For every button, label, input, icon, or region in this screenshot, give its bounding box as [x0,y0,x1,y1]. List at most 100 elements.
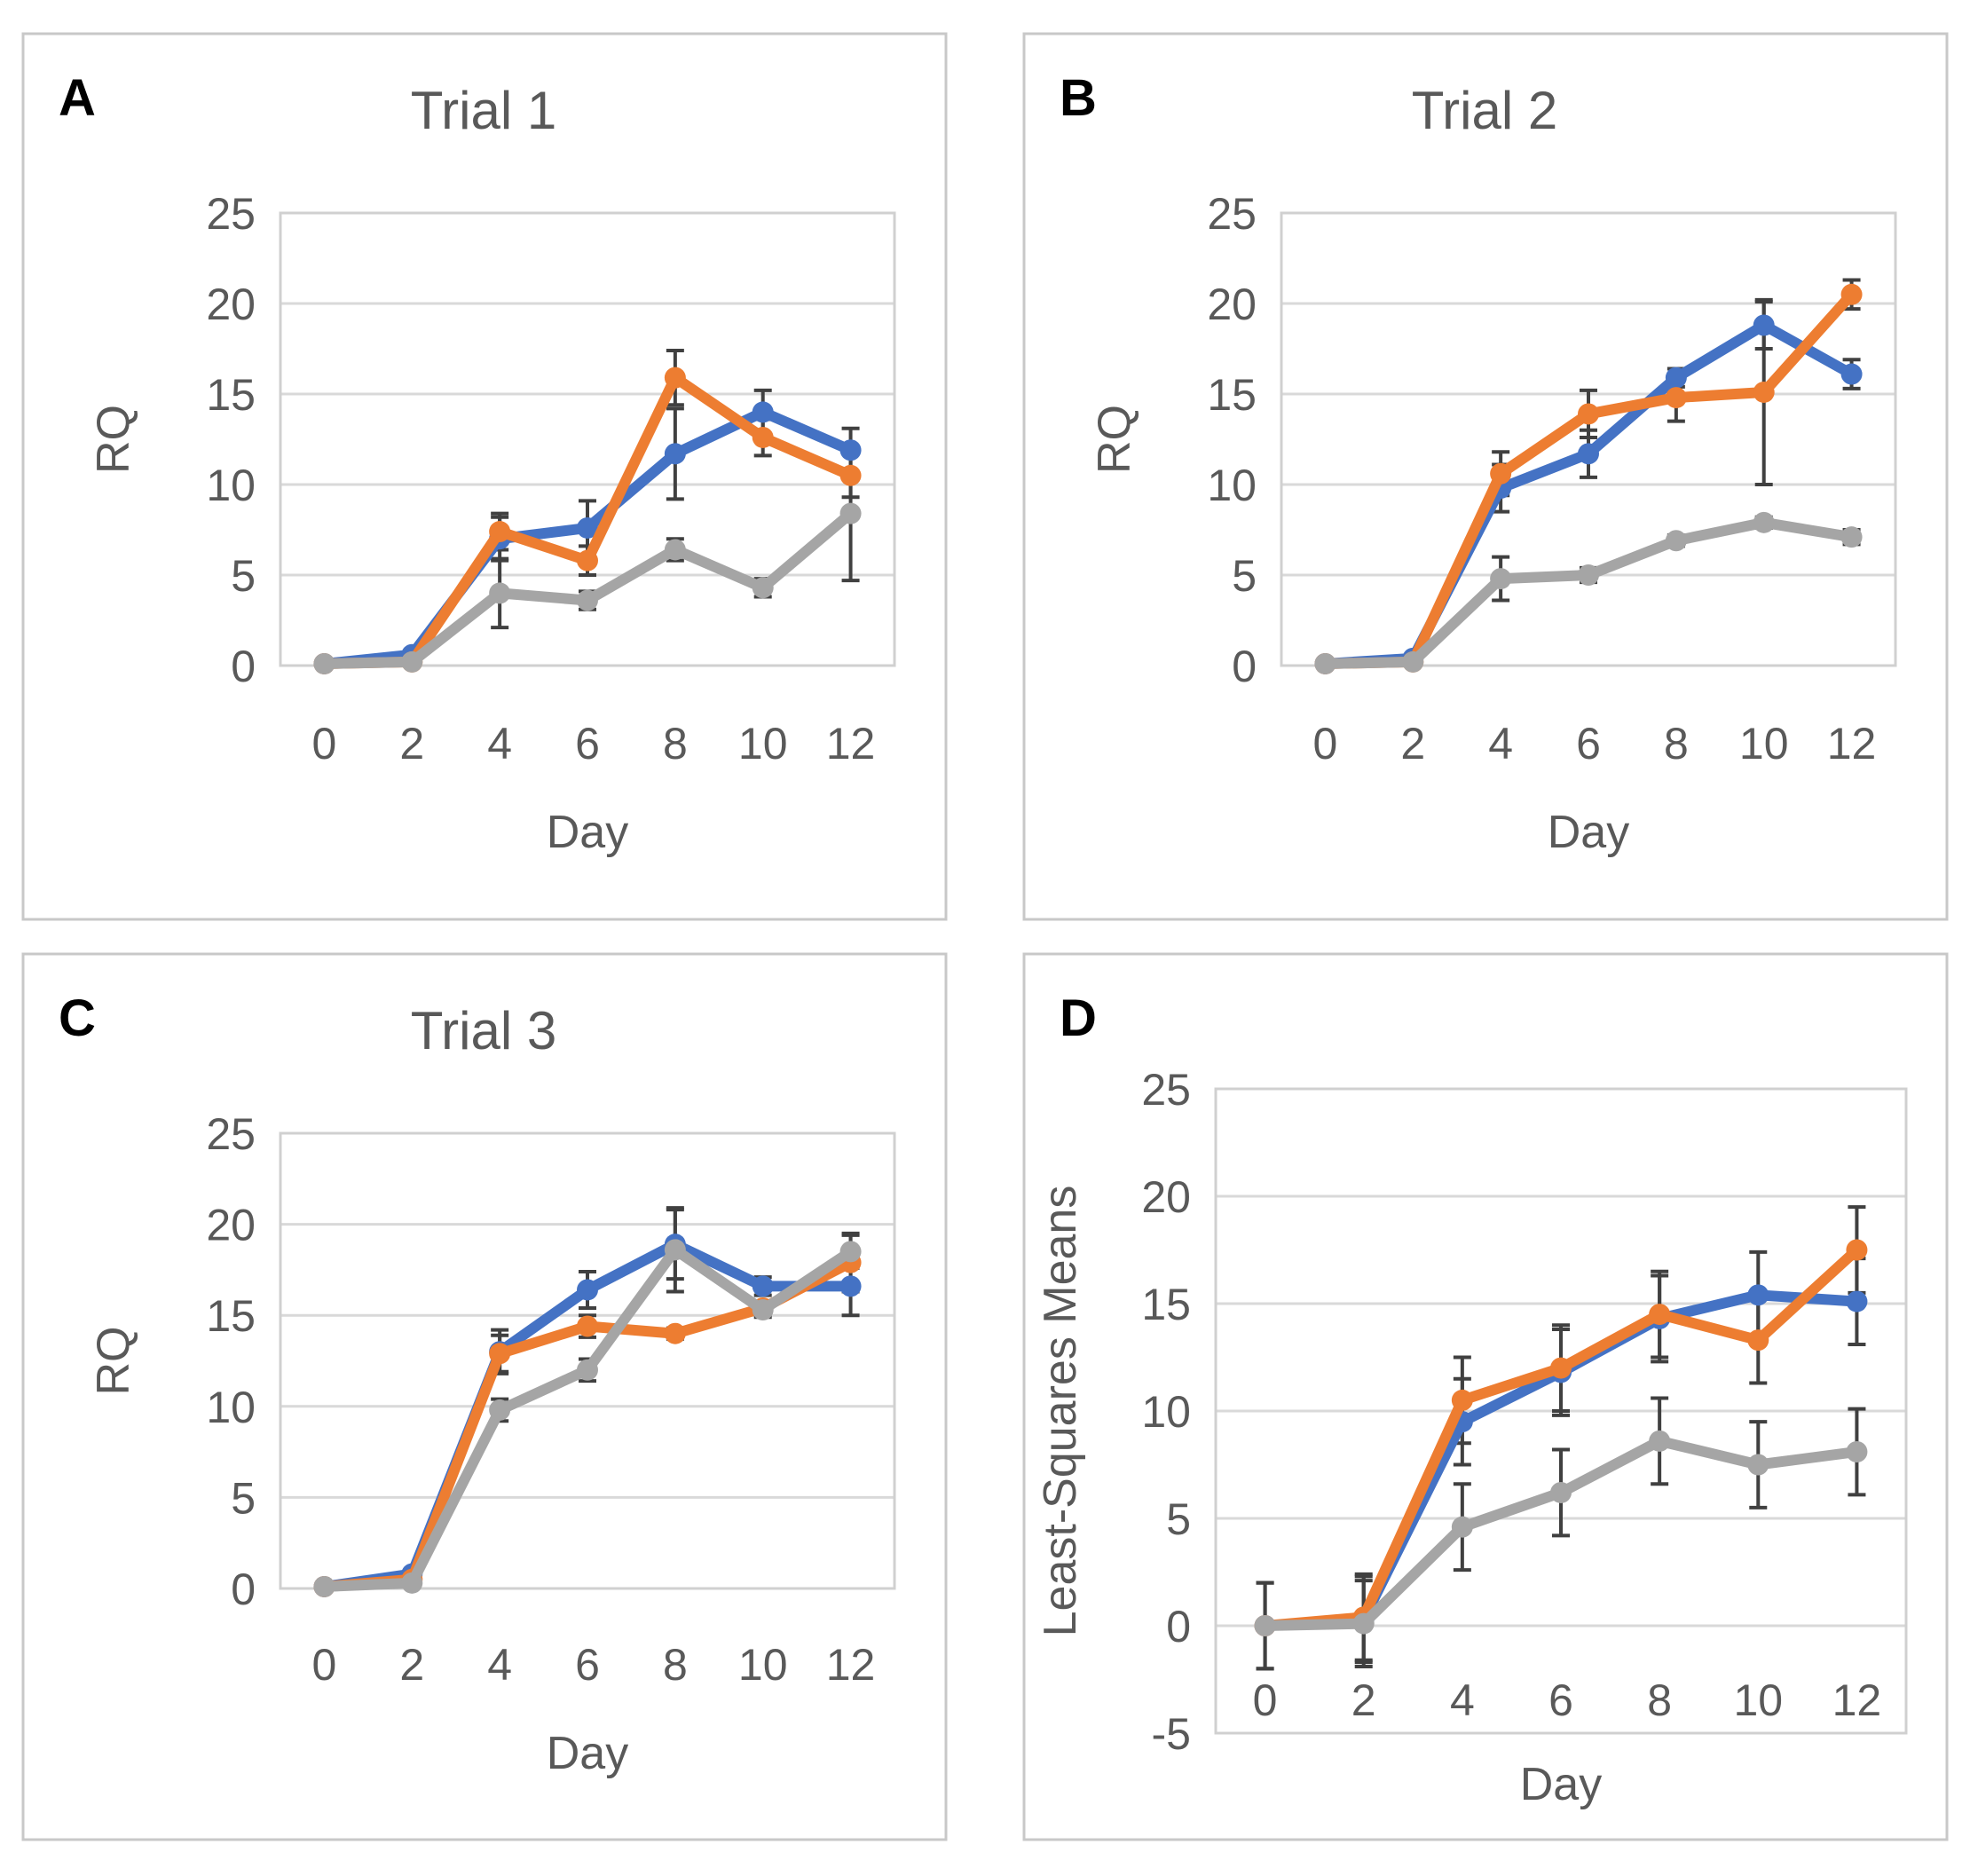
plot-area [279,1131,896,1590]
x-tick-label: 12 [1832,1675,1882,1725]
y-tick-label: 10 [206,1383,256,1432]
data-point-series3 [1578,564,1599,586]
y-tick-label: 15 [1141,1280,1191,1329]
data-point-series2 [1753,381,1775,403]
chart-title: Trial 3 [411,1001,556,1060]
x-tick-label: 6 [575,1640,600,1690]
data-point-series2 [1451,1389,1473,1411]
data-point-series2 [1747,1329,1769,1352]
x-tick-label: 8 [663,719,688,769]
panel-letter: C [59,989,96,1047]
data-point-series3 [1550,1481,1572,1503]
data-point-series3 [1402,650,1424,673]
data-point-series1 [1840,363,1863,385]
y-tick-label: 5 [1166,1494,1191,1544]
x-tick-label: 10 [738,719,788,769]
y-tick-label: 15 [1207,370,1257,420]
y-tick-label: 25 [206,1109,256,1159]
x-tick-label: 4 [1488,719,1513,769]
data-point-series2 [1649,1304,1671,1326]
data-point-series3 [1490,568,1512,590]
data-point-series3 [1846,1440,1868,1462]
x-tick-label: 8 [663,1640,688,1690]
y-tick-label: 0 [231,642,256,691]
data-point-series1 [752,401,774,423]
data-point-series1 [664,443,686,465]
data-point-series2 [577,549,598,571]
data-point-series3 [664,539,686,561]
data-point-series1 [577,1279,598,1301]
data-point-series3 [1665,530,1687,552]
data-point-series2 [1665,387,1687,409]
data-point-series3 [1753,511,1775,533]
data-point-series2 [489,1343,511,1365]
x-tick-label: 2 [1351,1675,1376,1725]
y-axis-title: RQ [88,405,139,474]
data-point-series3 [401,650,423,673]
x-tick-label: 6 [1576,719,1601,769]
data-point-series3 [313,1575,335,1597]
data-point-series2 [1578,403,1599,425]
panel-c: C Trial 3 0 5 10 15 20 25 0 2 4 6 8 10 12 Day RQ [21,952,948,1841]
panel-d: D -5 0 5 10 15 20 25 0 2 4 6 8 10 12 Day Least-Squares M… [1022,952,1949,1841]
x-tick-label: 0 [312,1640,337,1690]
y-tick-label: 25 [1207,189,1257,239]
y-tick-label: 10 [1207,461,1257,510]
y-tick-label: 15 [206,370,256,420]
chart-title: Trial 2 [1412,81,1557,140]
x-tick-label: 10 [738,1640,788,1690]
data-point-series2 [1490,462,1512,485]
x-axis-title: Day [1520,1759,1602,1810]
x-tick-label: 2 [399,1640,424,1690]
x-axis-title: Day [547,807,628,858]
x-tick-label: 12 [1827,719,1877,769]
x-tick-label: 2 [399,719,424,769]
data-point-series1 [1665,367,1687,389]
panel-letter: D [1060,989,1097,1047]
y-tick-label: 0 [1166,1602,1191,1651]
panel-a: A Trial 1 0 5 10 15 20 25 0 2 4 6 8 10 12 Day RQ [21,32,948,921]
x-tick-label: 0 [1313,719,1338,769]
x-axis-title: Day [547,1728,628,1779]
data-point-series2 [489,521,511,543]
x-tick-label: 0 [1253,1675,1278,1725]
data-point-series1 [577,516,598,539]
data-point-series2 [1840,283,1863,305]
data-point-series2 [664,367,686,389]
x-tick-label: 6 [1548,1675,1573,1725]
data-point-series3 [401,1572,423,1594]
data-point-series1 [1753,314,1775,336]
data-point-series3 [1451,1516,1473,1538]
x-tick-label: 10 [1733,1675,1783,1725]
x-tick-label: 8 [1664,719,1689,769]
panel-frame [1022,32,1949,921]
y-axis-title: RQ [1089,405,1140,474]
data-point-series1 [1846,1290,1868,1312]
y-tick-label: 20 [1207,280,1257,329]
data-point-series3 [1254,1615,1276,1636]
data-point-series3 [489,1399,511,1421]
data-point-series2 [664,1322,686,1344]
data-point-series1 [839,1275,862,1297]
y-tick-label: 10 [1141,1387,1191,1437]
data-point-series2 [839,464,862,486]
data-point-series1 [752,1275,774,1297]
x-tick-label: 4 [487,1640,512,1690]
y-tick-label: 5 [231,551,256,601]
data-point-series3 [577,1359,598,1381]
x-tick-label: 0 [312,719,337,769]
data-point-series1 [839,439,862,461]
y-tick-label: 25 [1141,1065,1191,1115]
y-tick-label: 10 [206,461,256,510]
data-point-series3 [1840,526,1863,548]
y-tick-label: 15 [206,1291,256,1341]
data-point-series3 [577,589,598,611]
data-point-series1 [1578,443,1599,465]
panel-letter: A [59,69,96,127]
y-tick-label: 20 [206,1201,256,1250]
data-point-series1 [1747,1284,1769,1306]
y-tick-label: 20 [206,280,256,329]
data-point-series3 [752,1299,774,1321]
y-tick-label: 5 [1232,551,1257,601]
